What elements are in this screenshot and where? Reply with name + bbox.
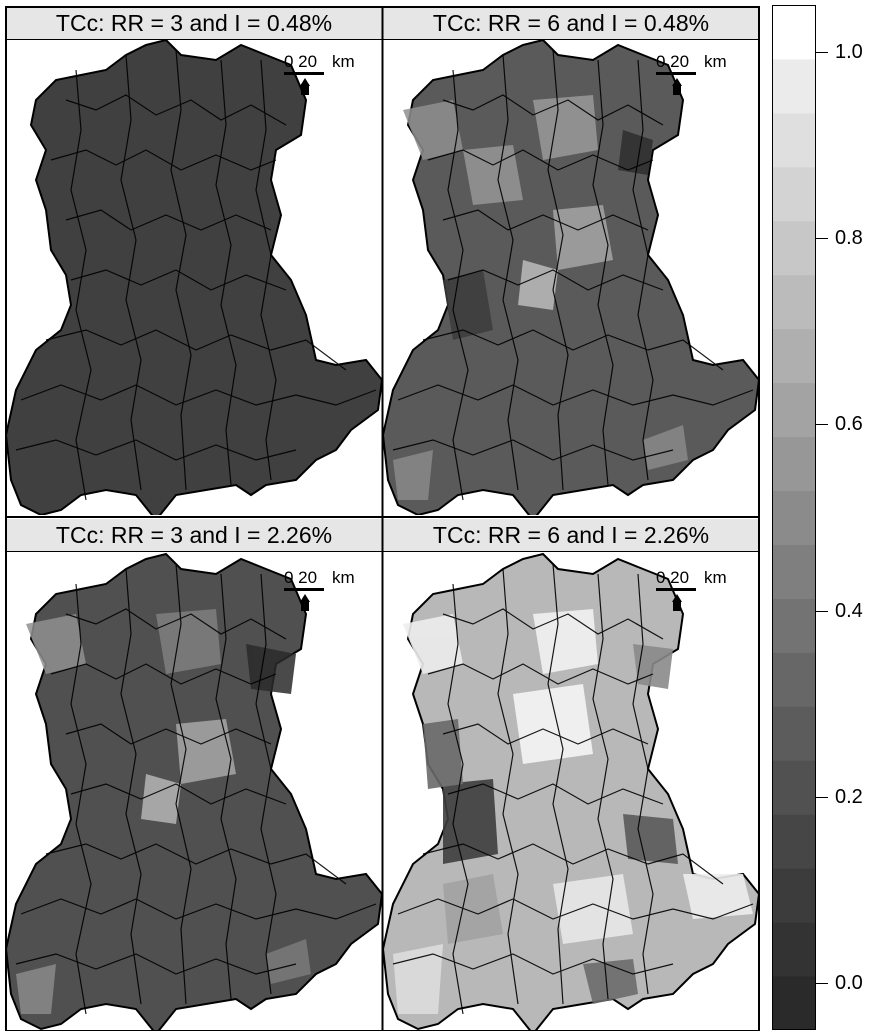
panel-title: TCc: RR = 6 and I = 2.26%	[383, 519, 759, 552]
scale-numbers: 0 20	[284, 568, 318, 587]
map-panel-2: TCc: RR = 6 and I = 0.48%	[383, 7, 759, 515]
legend-color-step	[772, 490, 816, 545]
legend-tick-mark	[816, 983, 828, 984]
legend-color-step	[772, 112, 816, 168]
north-arrow-body	[673, 84, 681, 95]
map-panel-3: TCc: RR = 3 and I = 2.26% 0 2	[6, 519, 382, 1031]
panel-title: TCc: RR = 3 and I = 0.48%	[6, 7, 382, 40]
legend-color-step	[772, 328, 816, 384]
legend-color-step	[772, 166, 816, 222]
scale-line	[284, 588, 324, 591]
legend-border	[772, 5, 816, 1030]
scale-numbers: 0 20	[656, 52, 690, 71]
panel-title: TCc: RR = 3 and I = 2.26%	[6, 519, 382, 552]
legend-tick-mark	[816, 611, 828, 612]
legend-tick-label: 1.0	[835, 41, 863, 63]
scale-numbers: 0 20	[656, 568, 690, 587]
scale-unit: km	[332, 52, 355, 71]
legend-color-step	[772, 976, 816, 1031]
color-legend	[772, 5, 816, 1031]
legend-color-step	[772, 598, 816, 653]
scale-unit: km	[704, 568, 727, 587]
legend-tick-mark	[816, 797, 828, 798]
legend-color-step	[772, 922, 816, 977]
legend-color-step	[772, 706, 816, 761]
scale-unit: km	[704, 52, 727, 71]
legend-color-step	[772, 652, 816, 707]
legend-color-step	[772, 814, 816, 869]
legend-color-step	[772, 274, 816, 330]
north-arrow-body	[301, 84, 309, 95]
legend-tick-mark	[816, 238, 828, 239]
legend-color-step	[772, 5, 816, 60]
scale-unit: km	[332, 568, 355, 587]
region-map	[6, 552, 382, 1031]
legend-color-step	[772, 220, 816, 276]
scale-line	[656, 588, 696, 591]
panel-title: TCc: RR = 6 and I = 0.48%	[383, 7, 759, 40]
legend-tick-label: 0.8	[835, 227, 863, 249]
north-arrow-body	[301, 600, 309, 611]
region-map	[6, 40, 382, 515]
legend-colorbar	[772, 5, 816, 1031]
legend-tick-label: 0.6	[835, 413, 863, 435]
legend-color-step	[772, 760, 816, 815]
legend-tick-label: 0.4	[835, 600, 863, 622]
legend-tick-mark	[816, 424, 828, 425]
map-panel-4: TCc: RR = 6 and I = 2.26%	[383, 519, 759, 1031]
region-map	[383, 40, 759, 515]
legend-tick-label: 0.2	[835, 786, 863, 808]
region-map	[383, 552, 759, 1031]
legend-tick-mark	[816, 52, 828, 53]
scale-line	[656, 72, 696, 75]
legend-tick-label: 0.0	[835, 972, 863, 994]
legend-color-step	[772, 544, 816, 599]
legend-color-step	[772, 436, 816, 492]
north-arrow-body	[673, 600, 681, 611]
scale-line	[284, 72, 324, 75]
legend-color-step	[772, 58, 816, 114]
region-outline	[6, 40, 382, 515]
legend-color-step	[772, 868, 816, 923]
map-panel-1: TCc: RR = 3 and I = 0.48% 0 20 km	[6, 7, 382, 515]
scale-numbers: 0 20	[284, 52, 318, 71]
legend-color-step	[772, 382, 816, 438]
